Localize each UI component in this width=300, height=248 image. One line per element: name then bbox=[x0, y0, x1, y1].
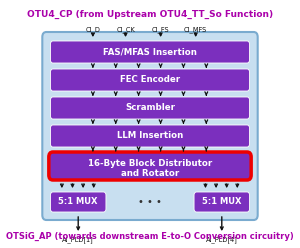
Text: and Rotator: and Rotator bbox=[121, 169, 179, 179]
Text: CI_FS: CI_FS bbox=[152, 26, 170, 33]
FancyBboxPatch shape bbox=[50, 97, 250, 119]
Text: OTSiG_AP (towards downstream E-to-O Conversion circuitry): OTSiG_AP (towards downstream E-to-O Conv… bbox=[6, 232, 294, 241]
Text: CI_CK: CI_CK bbox=[116, 26, 135, 33]
Text: CI_MFS: CI_MFS bbox=[184, 26, 207, 33]
FancyBboxPatch shape bbox=[50, 125, 250, 147]
FancyBboxPatch shape bbox=[50, 192, 106, 212]
Text: OTU4_CP (from Upstream OTU4_TT_So Function): OTU4_CP (from Upstream OTU4_TT_So Functi… bbox=[27, 10, 273, 19]
Text: 5:1 MUX: 5:1 MUX bbox=[58, 197, 98, 207]
Text: 16-Byte Block Distributor: 16-Byte Block Distributor bbox=[88, 159, 212, 168]
Text: AI_PLD[1]: AI_PLD[1] bbox=[62, 236, 94, 243]
Text: FEC Encoder: FEC Encoder bbox=[120, 75, 180, 85]
FancyBboxPatch shape bbox=[50, 41, 250, 63]
FancyBboxPatch shape bbox=[194, 192, 250, 212]
Text: Scrambler: Scrambler bbox=[125, 103, 175, 113]
Text: AI_PLD[4]: AI_PLD[4] bbox=[206, 236, 238, 243]
Text: 5:1 MUX: 5:1 MUX bbox=[202, 197, 242, 207]
FancyBboxPatch shape bbox=[49, 152, 251, 180]
FancyBboxPatch shape bbox=[50, 69, 250, 91]
Text: • • •: • • • bbox=[138, 197, 162, 207]
FancyBboxPatch shape bbox=[42, 32, 258, 220]
Text: FAS/MFAS Insertion: FAS/MFAS Insertion bbox=[103, 48, 197, 57]
Text: CI_D: CI_D bbox=[85, 26, 100, 33]
Text: LLM Insertion: LLM Insertion bbox=[117, 131, 183, 141]
